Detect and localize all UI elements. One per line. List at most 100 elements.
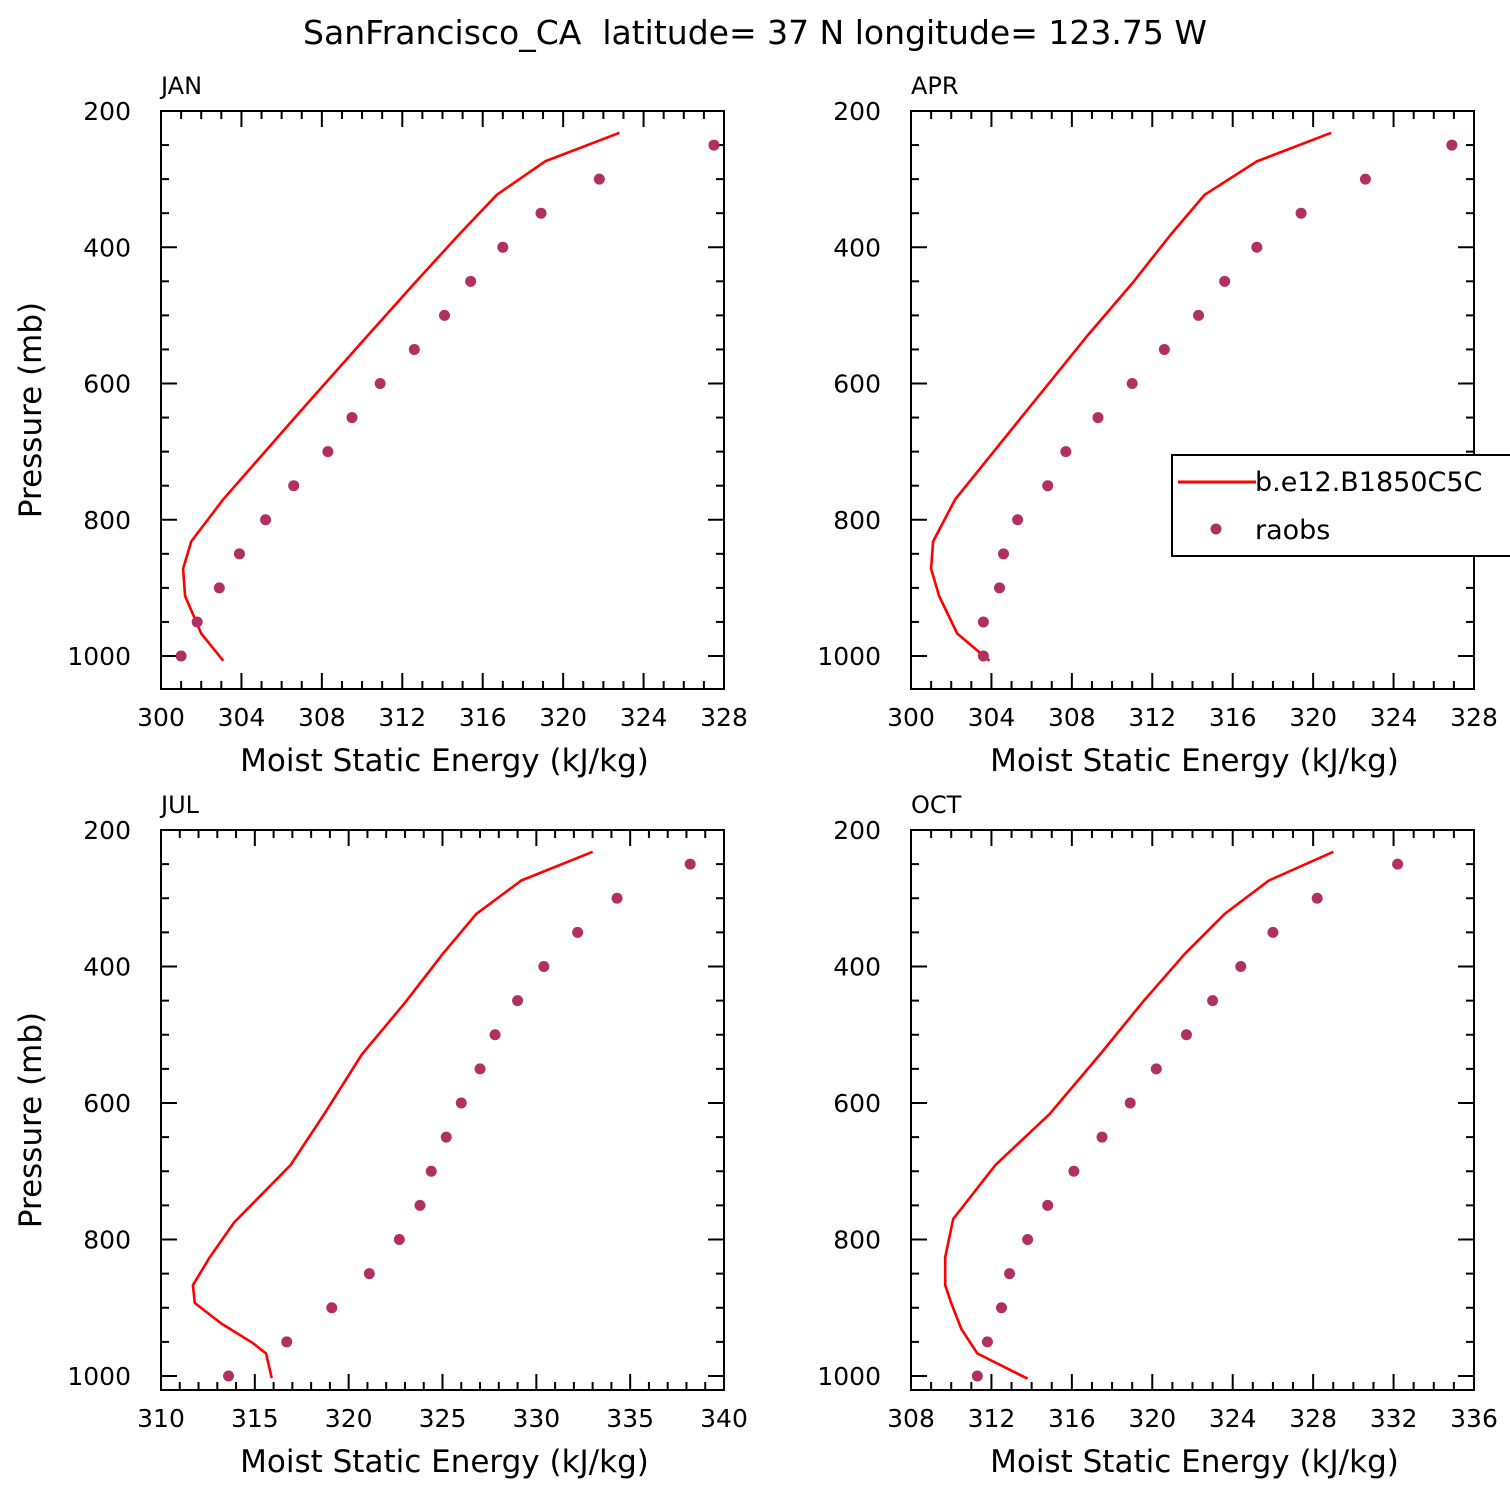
raobs-point bbox=[455, 1097, 467, 1109]
raobs-point bbox=[213, 582, 225, 594]
plot-frame bbox=[160, 110, 725, 690]
x-tick-label: 300 bbox=[137, 703, 185, 732]
raobs-point bbox=[474, 1063, 486, 1075]
panel-label: JAN bbox=[159, 72, 202, 100]
panel-apr: APR 300 304 308 312 316 320 324 328 200 400 600 800 1… bbox=[817, 72, 1497, 779]
x-tick-label: 340 bbox=[700, 1404, 748, 1433]
raobs-point bbox=[1068, 1165, 1080, 1177]
x-tick-label: 304 bbox=[968, 703, 1016, 732]
x-tick-label: 320 bbox=[325, 1404, 373, 1433]
raobs-point bbox=[1311, 892, 1323, 904]
x-axis-label: Moist Static Energy (kJ/kg) bbox=[240, 743, 649, 779]
raobs-point bbox=[1012, 514, 1024, 526]
raobs-point bbox=[512, 995, 524, 1007]
model-profile-line bbox=[191, 850, 594, 1379]
raobs-point bbox=[977, 650, 989, 662]
x-tick-label: 324 bbox=[1370, 703, 1418, 732]
legend-model-label: b.e12.B1850C5C bbox=[1255, 467, 1482, 498]
raobs-point bbox=[1150, 1063, 1162, 1075]
raobs-point bbox=[1392, 858, 1404, 870]
x-axis-label: Moist Static Energy (kJ/kg) bbox=[990, 743, 1399, 779]
y-tick-label: 200 bbox=[833, 97, 881, 126]
panel-jan: JAN 300 304 308 312 316 320 324 328 200 400 600 800 1… bbox=[13, 72, 748, 779]
raobs-point bbox=[346, 412, 358, 424]
raobs-point bbox=[233, 548, 245, 560]
raobs-point bbox=[1219, 275, 1231, 287]
x-tick-label: 328 bbox=[1450, 703, 1498, 732]
raobs-point bbox=[1235, 961, 1247, 972]
y-tick-label: 200 bbox=[83, 816, 131, 845]
legend-obs-marker bbox=[1210, 523, 1222, 535]
y-tick-label: 600 bbox=[83, 370, 131, 399]
x-axis-label: Moist Static Energy (kJ/kg) bbox=[240, 1444, 649, 1480]
raobs-point bbox=[223, 1370, 235, 1382]
x-tick-label: 315 bbox=[231, 1404, 279, 1433]
x-tick-label: 316 bbox=[1209, 703, 1257, 732]
x-tick-label: 320 bbox=[1289, 703, 1337, 732]
panels: JAN 300 304 308 312 316 320 324 328 200 400 600 800 1… bbox=[13, 72, 1498, 1480]
x-tick-label: 335 bbox=[606, 1404, 654, 1433]
y-tick-label: 800 bbox=[833, 506, 881, 535]
raobs-point bbox=[1158, 343, 1170, 355]
x-tick-label: 316 bbox=[459, 703, 507, 732]
y-tick-label: 1000 bbox=[67, 642, 131, 671]
y-tick-label: 600 bbox=[833, 370, 881, 399]
panel-label: OCT bbox=[911, 791, 962, 819]
panel-oct: OCT 308 312 316 320 324 328 332 336 200 400 600 800 1… bbox=[817, 791, 1497, 1480]
raobs-point bbox=[281, 1336, 293, 1348]
raobs-point bbox=[971, 1370, 983, 1382]
y-tick-label: 1000 bbox=[67, 1362, 131, 1391]
raobs-point bbox=[1446, 139, 1458, 151]
raobs-point bbox=[1180, 1029, 1192, 1041]
x-tick-label: 308 bbox=[298, 703, 346, 732]
raobs-point bbox=[439, 309, 451, 321]
y-axis-label: Pressure (mb) bbox=[13, 302, 49, 518]
raobs-point bbox=[1124, 1097, 1136, 1109]
legend: b.e12.B1850C5C raobs bbox=[1171, 454, 1510, 557]
x-tick-label: 320 bbox=[1128, 1404, 1176, 1433]
raobs-point bbox=[1359, 173, 1371, 185]
x-tick-label: 336 bbox=[1450, 1404, 1498, 1433]
x-tick-label: 324 bbox=[1209, 1404, 1257, 1433]
raobs-point bbox=[425, 1165, 437, 1177]
x-tick-label: 325 bbox=[419, 1404, 467, 1433]
y-tick-label: 800 bbox=[833, 1226, 881, 1255]
y-tick-label: 800 bbox=[83, 506, 131, 535]
raobs-point bbox=[191, 616, 203, 628]
raobs-point bbox=[1042, 480, 1054, 492]
raobs-point bbox=[538, 961, 550, 972]
panel-label: JUL bbox=[159, 791, 200, 819]
y-tick-label: 200 bbox=[833, 816, 881, 845]
raobs-point bbox=[708, 139, 720, 151]
raobs-point bbox=[1042, 1199, 1054, 1211]
x-tick-label: 328 bbox=[1289, 1404, 1337, 1433]
raobs-point bbox=[997, 548, 1009, 560]
plot-frame bbox=[910, 110, 1475, 690]
x-tick-label: 328 bbox=[700, 703, 748, 732]
y-tick-label: 400 bbox=[833, 953, 881, 982]
plot-frame bbox=[160, 829, 725, 1391]
x-tick-label: 300 bbox=[887, 703, 935, 732]
y-tick-label: 400 bbox=[83, 233, 131, 262]
raobs-point bbox=[322, 446, 334, 458]
raobs-point bbox=[1092, 412, 1104, 424]
panel-label: APR bbox=[911, 72, 959, 100]
model-profile-line bbox=[943, 850, 1334, 1380]
raobs-point bbox=[1022, 1234, 1034, 1245]
raobs-point bbox=[535, 207, 547, 219]
x-tick-label: 310 bbox=[137, 1404, 185, 1433]
raobs-point bbox=[1251, 241, 1263, 253]
raobs-point bbox=[1096, 1131, 1108, 1143]
raobs-point bbox=[489, 1029, 501, 1041]
x-tick-label: 308 bbox=[887, 1404, 935, 1433]
raobs-point bbox=[260, 514, 272, 526]
x-tick-label: 312 bbox=[1128, 703, 1176, 732]
y-tick-label: 400 bbox=[833, 233, 881, 262]
raobs-point bbox=[1193, 309, 1205, 321]
x-tick-label: 332 bbox=[1370, 1404, 1418, 1433]
x-tick-label: 308 bbox=[1048, 703, 1096, 732]
raobs-point bbox=[977, 616, 989, 628]
raobs-point bbox=[374, 378, 386, 389]
raobs-point bbox=[1267, 926, 1279, 938]
